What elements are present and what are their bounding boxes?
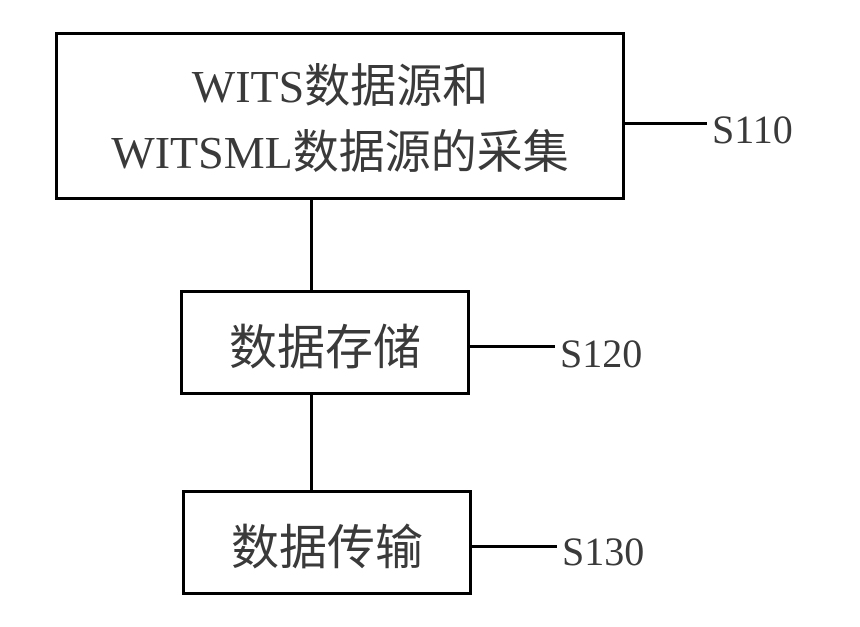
flow-node-s130: 数据传输 (182, 490, 472, 595)
edge-s120-s130 (310, 395, 313, 490)
node-text-line: WITSML数据源的采集 (111, 116, 568, 182)
node-text-line: 数据传输 (231, 508, 423, 578)
flow-node-s120: 数据存储 (180, 290, 470, 395)
step-label-s120: S120 (560, 330, 642, 377)
step-label-s110: S110 (712, 106, 793, 153)
node-text-line: 数据存储 (229, 308, 421, 378)
label-connector-s110 (625, 122, 707, 125)
edge-s110-s120 (310, 200, 313, 290)
label-connector-s120 (470, 345, 555, 348)
node-text-line: WITS数据源和 (192, 50, 488, 116)
label-connector-s130 (472, 545, 557, 548)
flow-node-s110: WITS数据源和WITSML数据源的采集 (55, 32, 625, 200)
flowchart-canvas: WITS数据源和WITSML数据源的采集 S110 数据存储 S120 数据传输 S130 (0, 0, 860, 627)
step-label-s130: S130 (562, 528, 644, 575)
